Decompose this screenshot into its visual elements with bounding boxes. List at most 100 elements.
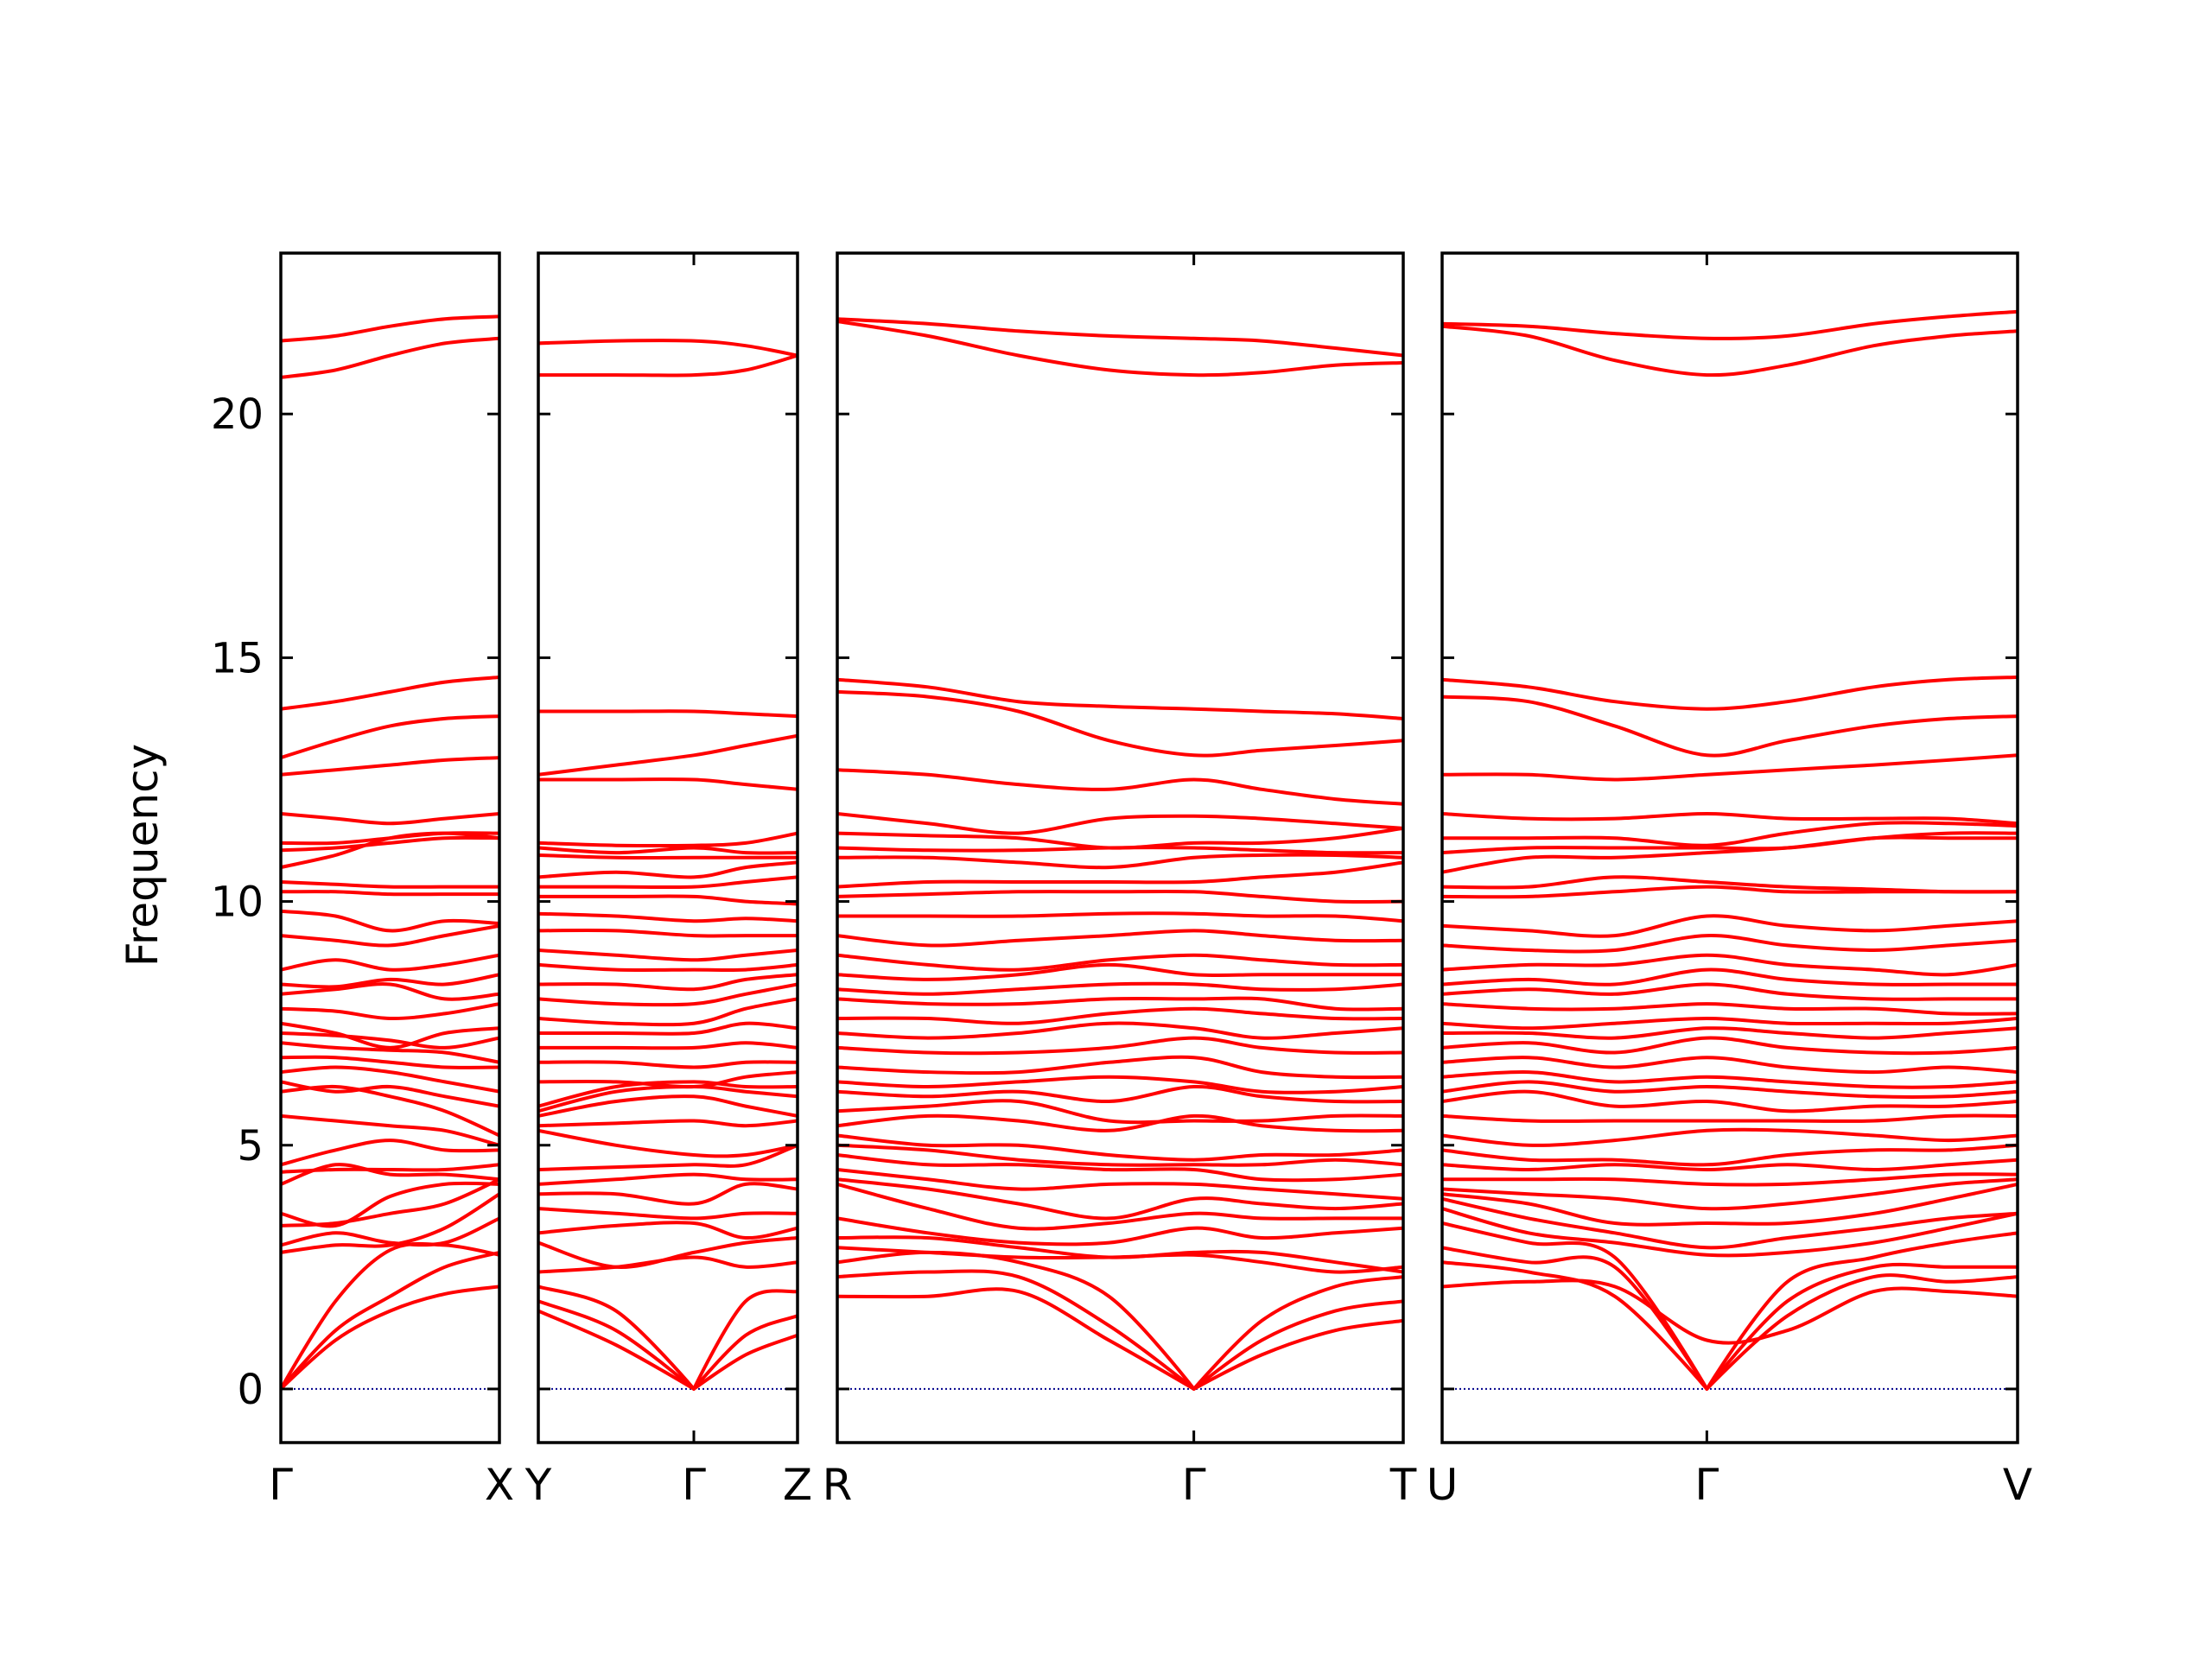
band-line — [281, 336, 499, 379]
band-line — [837, 1269, 1403, 1391]
band-line — [837, 929, 1403, 948]
panel-frame — [279, 251, 501, 1444]
band-line — [538, 948, 798, 962]
band-line — [281, 1065, 499, 1094]
band-line — [1442, 1036, 2018, 1056]
band-line — [1442, 1070, 2018, 1089]
band-line — [281, 1216, 499, 1247]
band-line — [281, 812, 499, 826]
band-line — [837, 1113, 1403, 1133]
y-tick-label: 10 — [211, 879, 264, 927]
band-line — [538, 709, 798, 719]
band-line — [281, 1021, 499, 1050]
band-line — [837, 812, 1403, 835]
band-line — [837, 860, 1403, 889]
band-line — [538, 1128, 798, 1158]
band-line — [538, 846, 798, 855]
band-line — [1442, 914, 2018, 938]
band-line — [538, 1094, 798, 1118]
x-tick-label: Z — [783, 1460, 812, 1510]
band-line — [1442, 1026, 2018, 1040]
panel-frame — [1440, 251, 2019, 1444]
band-line — [1442, 1172, 2018, 1187]
y-axis-label: Frequency — [118, 744, 168, 967]
band-line — [1442, 1080, 2018, 1100]
band-line — [1442, 1002, 2018, 1016]
band-line — [281, 1002, 499, 1021]
band-line — [281, 890, 499, 897]
band-line — [281, 1139, 499, 1167]
band-line — [538, 911, 798, 923]
band-line — [837, 1235, 1403, 1274]
band-line — [1442, 753, 2018, 782]
band-line — [837, 981, 1403, 996]
x-tick-label: Γ — [1182, 1460, 1206, 1510]
x-tick-label: Γ — [269, 1460, 293, 1510]
band-line — [1442, 1017, 2018, 1031]
y-tick-label: 15 — [211, 634, 264, 682]
band-line — [538, 1021, 798, 1036]
band-line — [1442, 695, 2018, 758]
panel-frame — [537, 251, 799, 1444]
band-line — [837, 677, 1403, 720]
band-line — [538, 1080, 798, 1108]
band-line — [538, 1182, 798, 1206]
band-line — [837, 1084, 1403, 1104]
band-line — [281, 835, 499, 853]
band-line — [1442, 1158, 2018, 1171]
band-line — [837, 1177, 1403, 1221]
band-line — [538, 1255, 798, 1274]
band-line — [281, 1177, 499, 1227]
band-line — [538, 962, 798, 972]
band-line — [281, 676, 499, 711]
band-line — [837, 1287, 1403, 1391]
band-line — [538, 1172, 798, 1186]
band-line — [837, 1021, 1403, 1040]
band-line — [281, 1113, 499, 1147]
band-line — [1442, 934, 2018, 954]
band-line — [281, 1041, 499, 1064]
band-line — [281, 1192, 499, 1254]
band-line — [837, 1075, 1403, 1094]
band-line — [837, 1168, 1403, 1201]
band-line — [538, 929, 798, 938]
band-line — [538, 1221, 798, 1240]
panel-frame — [836, 251, 1405, 1444]
band-line — [1442, 967, 2018, 986]
band-line — [281, 1163, 499, 1174]
band-line — [1442, 1056, 2018, 1075]
bands — [281, 314, 499, 1391]
x-tick-label: Y — [524, 1460, 552, 1510]
band-line — [1442, 821, 2018, 847]
x-tick-label: Γ — [682, 1460, 706, 1510]
x-tick-label: V — [2003, 1460, 2032, 1510]
band-line — [837, 768, 1403, 806]
band-line — [281, 973, 499, 989]
bands — [837, 317, 1403, 1391]
band-line — [1442, 1260, 2018, 1391]
bands — [1442, 309, 2018, 1391]
band-line — [1442, 1089, 2018, 1113]
band-line — [1442, 1182, 2018, 1227]
y-tick-label: 5 — [237, 1122, 264, 1170]
band-line — [538, 1060, 798, 1069]
band-line — [837, 317, 1403, 358]
band-line — [837, 1036, 1403, 1056]
band-line — [538, 733, 798, 777]
band-line — [837, 689, 1403, 758]
band-line — [281, 909, 499, 933]
band-line — [281, 314, 499, 343]
band-line — [538, 1143, 798, 1171]
band-line — [538, 339, 798, 358]
band-line — [281, 923, 499, 948]
y-tick-label: 0 — [237, 1366, 264, 1414]
band-line — [837, 1216, 1403, 1246]
band-line — [538, 1207, 798, 1221]
band-line — [1442, 812, 2018, 826]
band-line — [281, 1084, 499, 1138]
y-tick-labels: 0 5 10 15 20 — [211, 390, 264, 1414]
